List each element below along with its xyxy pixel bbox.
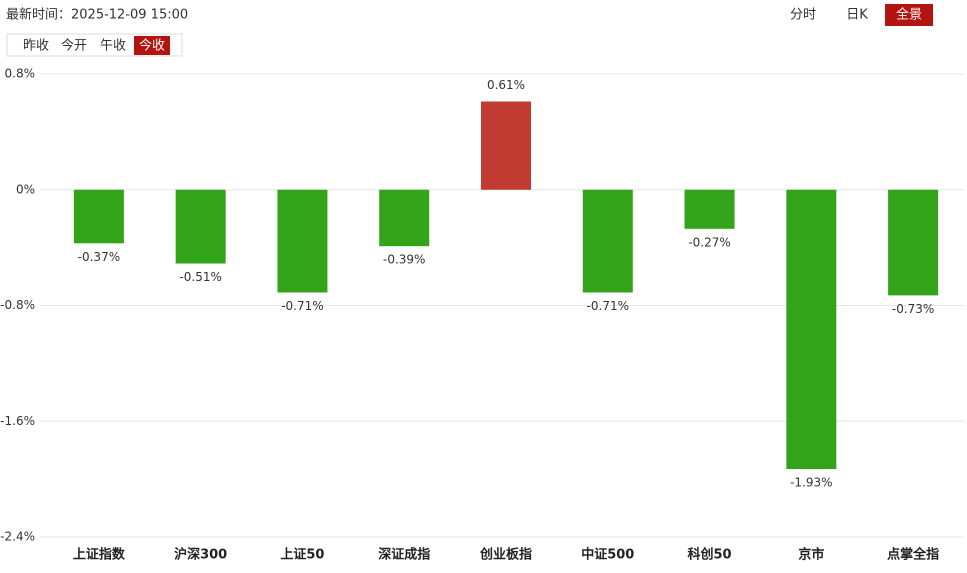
bar: [73, 189, 124, 244]
y-tick-label: 0%: [16, 182, 35, 196]
y-tick-label: 0.8%: [5, 67, 36, 81]
price-tab[interactable]: 昨收: [23, 39, 49, 54]
tab-active-bg: [885, 4, 933, 26]
bar: [684, 189, 735, 229]
x-tick-label: 中证500: [581, 547, 634, 563]
x-tick-label: 京市: [798, 547, 824, 563]
value-label: -1.93%: [790, 475, 832, 489]
x-tick-label: 点掌全指: [887, 547, 939, 563]
bar: [582, 189, 633, 293]
value-label: -0.37%: [78, 250, 120, 264]
value-label: -0.27%: [688, 235, 730, 249]
x-tick-label: 沪深300: [174, 547, 227, 563]
x-tick-label: 上证50: [280, 548, 324, 563]
value-label: -0.73%: [892, 302, 934, 316]
x-tick-label: 科创50: [688, 547, 732, 563]
x-tick-label: 创业板指: [479, 547, 532, 563]
price-tab[interactable]: 今开: [61, 38, 87, 54]
view-tab[interactable]: 分时: [790, 8, 816, 23]
view-tab[interactable]: 全景: [896, 7, 922, 23]
y-tick-label: -2.4%: [0, 530, 35, 544]
value-label: 0.61%: [487, 78, 525, 92]
bar: [481, 101, 531, 190]
bar: [277, 189, 328, 293]
bar: [786, 189, 837, 469]
price-tab[interactable]: 今收: [139, 38, 165, 54]
bar: [888, 189, 939, 296]
y-tick-label: -0.8%: [0, 298, 35, 312]
y-tick-label: -1.6%: [0, 414, 35, 428]
value-label: -0.71%: [587, 299, 629, 313]
bar: [379, 189, 430, 247]
value-label: -0.71%: [281, 299, 323, 313]
x-tick-label: 上证指数: [73, 547, 126, 563]
tab-active-bg: [134, 36, 170, 55]
x-tick-label: 深证成指: [378, 547, 430, 563]
value-label: -0.51%: [179, 270, 221, 284]
value-label: -0.39%: [383, 253, 425, 267]
price-tab[interactable]: 午收: [100, 39, 126, 54]
view-tab[interactable]: 日K: [846, 8, 868, 23]
time-label: 最新时间：2025-12-09 15:00: [6, 7, 188, 23]
bar: [175, 189, 226, 264]
